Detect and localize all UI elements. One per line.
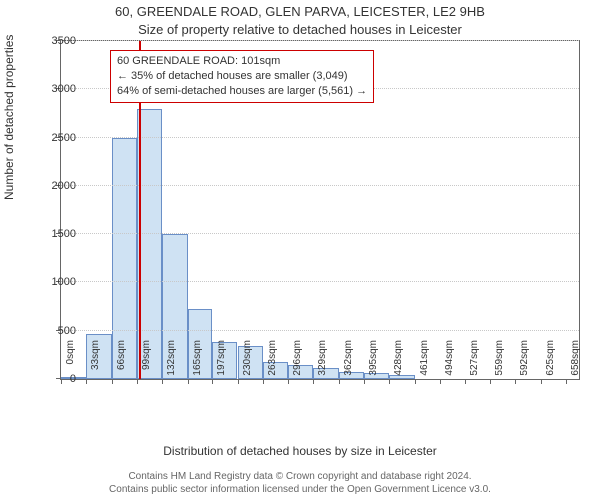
xtick-mark: [389, 379, 390, 384]
chart-title-line1: 60, GREENDALE ROAD, GLEN PARVA, LEICESTE…: [0, 4, 600, 19]
xtick-mark: [313, 379, 314, 384]
ytick-label: 1500: [36, 228, 76, 240]
xtick-mark: [364, 379, 365, 384]
ytick-label: 3500: [36, 35, 76, 47]
xtick-mark: [515, 379, 516, 384]
ytick-label: 2500: [36, 132, 76, 144]
footer-line1: Contains HM Land Registry data © Crown c…: [0, 470, 600, 483]
xtick-label: 494sqm: [444, 340, 455, 386]
annotation-line1: 60 GREENDALE ROAD: 101sqm: [117, 54, 367, 69]
xtick-mark: [566, 379, 567, 384]
xtick-mark: [541, 379, 542, 384]
xtick-label: 658sqm: [570, 340, 581, 386]
footer: Contains HM Land Registry data © Crown c…: [0, 470, 600, 496]
ytick-label: 3000: [36, 83, 76, 95]
annotation-box: 60 GREENDALE ROAD: 101sqm ← 35% of detac…: [110, 50, 374, 103]
xtick-label: 461sqm: [419, 340, 430, 386]
xtick-label: 0sqm: [65, 340, 76, 386]
xtick-label: 132sqm: [166, 340, 177, 386]
xtick-mark: [212, 379, 213, 384]
xtick-label: 165sqm: [192, 340, 203, 386]
x-axis-label: Distribution of detached houses by size …: [0, 444, 600, 458]
xtick-label: 263sqm: [267, 340, 278, 386]
xtick-mark: [440, 379, 441, 384]
chart-title-line2: Size of property relative to detached ho…: [0, 22, 600, 37]
xtick-label: 99sqm: [141, 340, 152, 386]
y-axis-label: Number of detached properties: [2, 35, 16, 200]
xtick-mark: [112, 379, 113, 384]
xtick-label: 296sqm: [292, 340, 303, 386]
xtick-label: 625sqm: [545, 340, 556, 386]
annotation-line2: ← 35% of detached houses are smaller (3,…: [117, 69, 367, 84]
annotation-line3: 64% of semi-detached houses are larger (…: [117, 84, 367, 99]
ytick-label: 1000: [36, 276, 76, 288]
xtick-label: 559sqm: [494, 340, 505, 386]
xtick-label: 362sqm: [343, 340, 354, 386]
xtick-mark: [188, 379, 189, 384]
histogram-bar: [137, 109, 162, 379]
xtick-mark: [86, 379, 87, 384]
xtick-label: 197sqm: [216, 340, 227, 386]
xtick-mark: [238, 379, 239, 384]
footer-line2: Contains public sector information licen…: [0, 483, 600, 496]
ytick-label: 2000: [36, 180, 76, 192]
ytick-label: 500: [36, 325, 76, 337]
xtick-label: 592sqm: [519, 340, 530, 386]
xtick-label: 66sqm: [116, 340, 127, 386]
xtick-mark: [415, 379, 416, 384]
xtick-mark: [137, 379, 138, 384]
xtick-mark: [490, 379, 491, 384]
xtick-mark: [465, 379, 466, 384]
chart-container: 60, GREENDALE ROAD, GLEN PARVA, LEICESTE…: [0, 0, 600, 500]
xtick-mark: [263, 379, 264, 384]
xtick-label: 527sqm: [469, 340, 480, 386]
xtick-label: 33sqm: [90, 340, 101, 386]
xtick-label: 395sqm: [368, 340, 379, 386]
xtick-mark: [162, 379, 163, 384]
xtick-mark: [339, 379, 340, 384]
xtick-mark: [288, 379, 289, 384]
xtick-label: 230sqm: [242, 340, 253, 386]
xtick-label: 329sqm: [317, 340, 328, 386]
xtick-label: 428sqm: [393, 340, 404, 386]
